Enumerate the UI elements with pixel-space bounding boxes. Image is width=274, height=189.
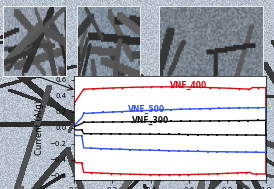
Text: VNF_500: VNF_500 — [128, 105, 165, 114]
Y-axis label: Current (A/g): Current (A/g) — [35, 100, 44, 155]
Text: VNF_300: VNF_300 — [132, 116, 169, 125]
Text: VNF_400: VNF_400 — [170, 81, 207, 90]
